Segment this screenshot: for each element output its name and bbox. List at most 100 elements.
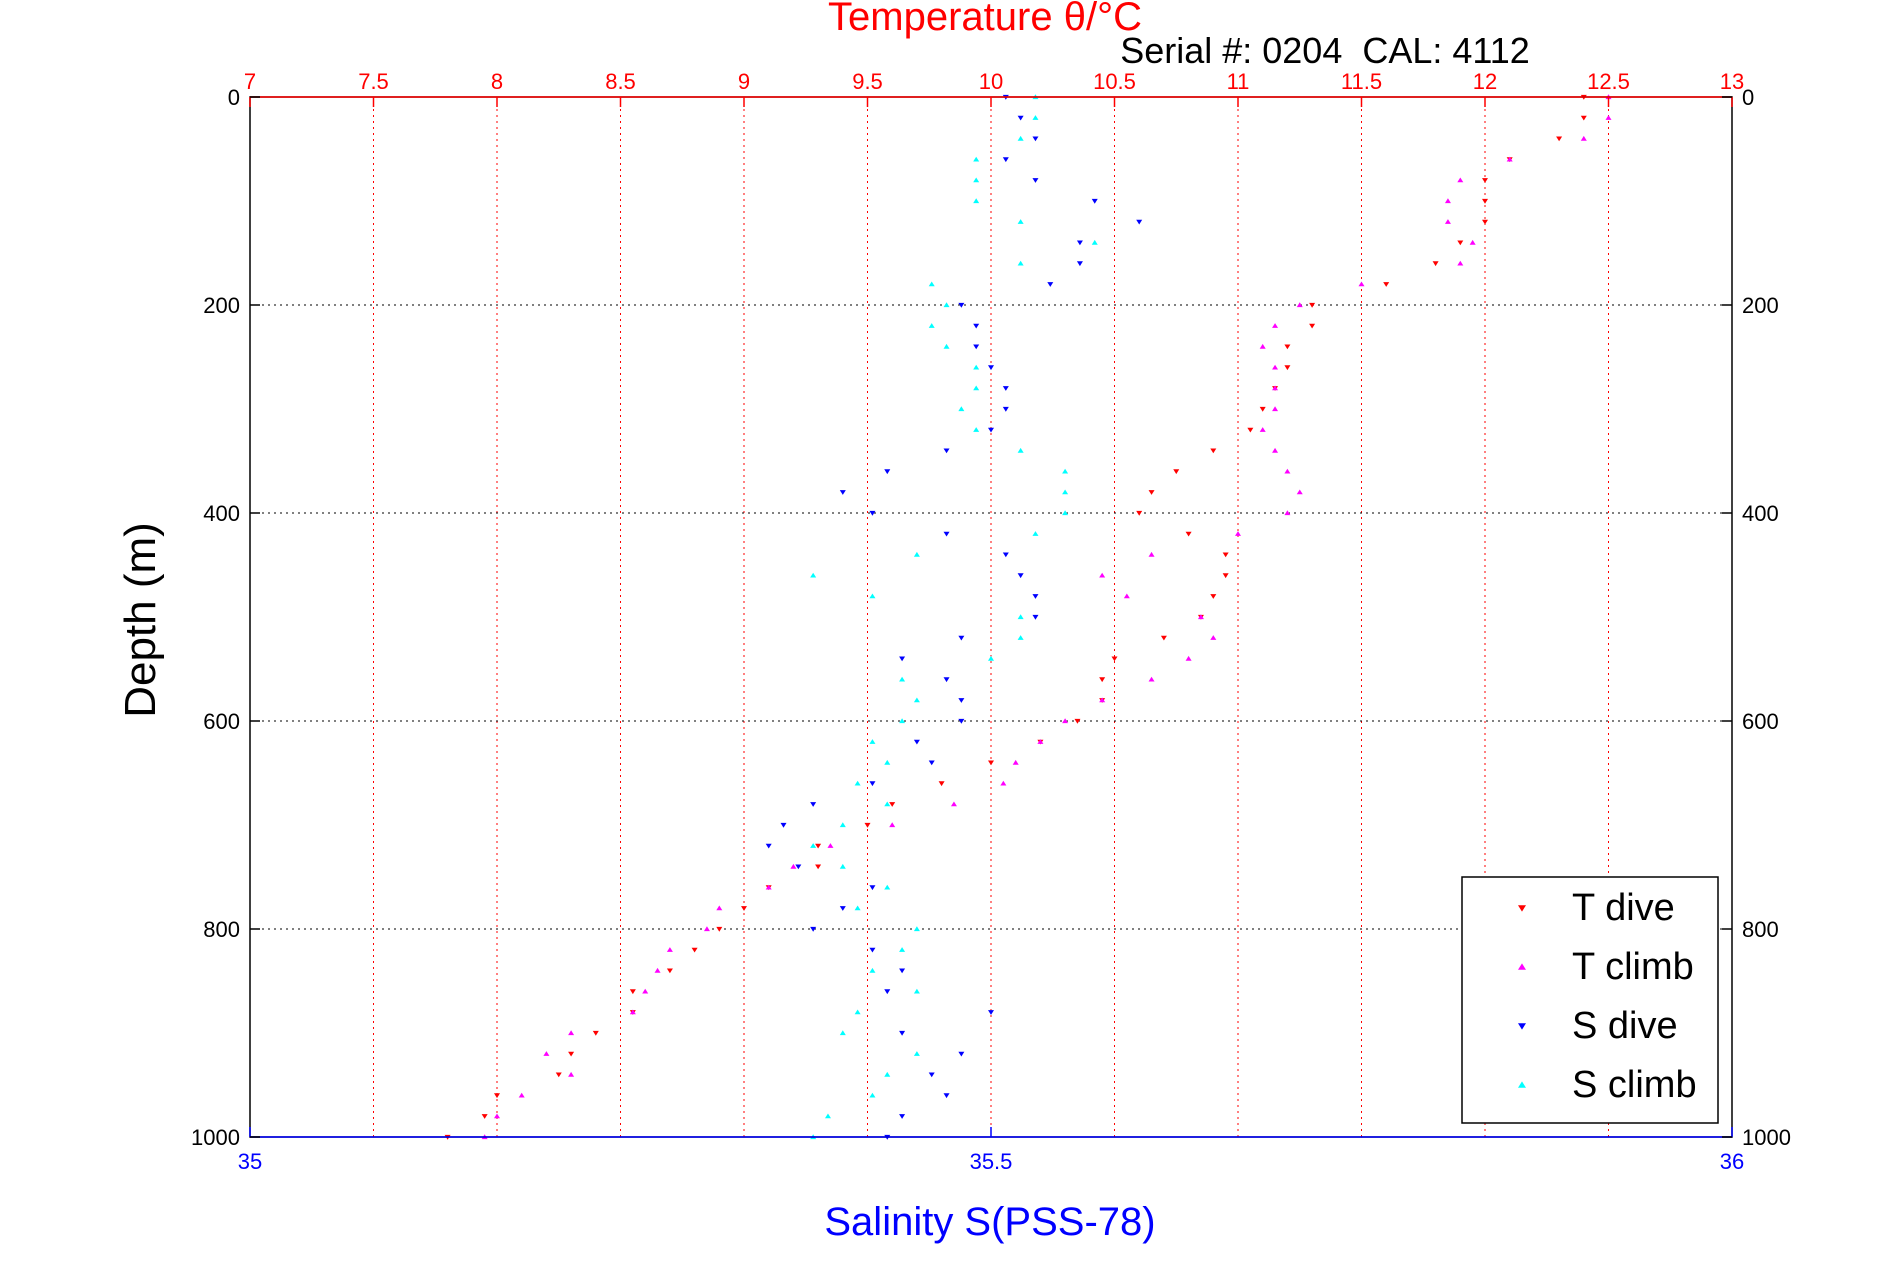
data-point xyxy=(869,510,876,516)
series-t-climb xyxy=(481,94,1612,1140)
data-point xyxy=(1099,677,1106,683)
data-point xyxy=(884,884,891,890)
data-point xyxy=(913,551,920,557)
data-point xyxy=(839,1030,846,1036)
data-point xyxy=(568,1051,575,1057)
temp-tick-label: 7.5 xyxy=(358,69,389,94)
data-point xyxy=(1062,510,1069,516)
data-point xyxy=(1076,240,1083,246)
data-point xyxy=(1259,406,1266,412)
data-point xyxy=(973,177,980,183)
data-point xyxy=(1032,614,1039,620)
data-point xyxy=(928,323,935,328)
data-point xyxy=(592,1030,599,1036)
data-point xyxy=(1012,759,1019,765)
data-point xyxy=(864,822,871,828)
data-point xyxy=(1148,551,1155,557)
data-point xyxy=(1160,635,1167,641)
data-point xyxy=(795,864,802,870)
data-point xyxy=(1284,344,1291,350)
legend-marker xyxy=(1518,963,1526,970)
data-point xyxy=(780,822,787,828)
data-point xyxy=(1580,115,1587,121)
data-point xyxy=(958,1051,965,1057)
data-point xyxy=(629,989,636,995)
data-point xyxy=(1062,489,1069,495)
legend-marker xyxy=(1518,1023,1526,1030)
data-point xyxy=(1002,552,1009,558)
depth-tick-label-right: 200 xyxy=(1742,293,1779,318)
data-point xyxy=(1284,510,1291,516)
temp-tick-label: 11 xyxy=(1227,69,1250,94)
data-point xyxy=(1444,198,1451,204)
data-point xyxy=(938,781,945,787)
data-point xyxy=(1017,635,1024,640)
legend: T dive T climb S dive S climb xyxy=(1461,876,1719,1124)
data-point xyxy=(1062,718,1069,724)
data-point xyxy=(884,469,891,475)
data-point xyxy=(1272,447,1279,453)
data-point xyxy=(1210,594,1217,599)
data-point xyxy=(869,885,876,891)
salinity-tick-label: 35.5 xyxy=(970,1149,1013,1174)
data-point xyxy=(1000,780,1007,786)
data-point xyxy=(1309,323,1316,329)
data-point xyxy=(973,385,980,391)
data-point xyxy=(642,988,649,994)
data-point xyxy=(943,302,950,308)
data-point xyxy=(1047,282,1054,287)
data-point xyxy=(1309,302,1316,308)
data-point xyxy=(869,967,876,973)
data-point xyxy=(1210,635,1217,640)
depth-tick-label: 800 xyxy=(203,917,240,942)
data-point xyxy=(1605,115,1612,120)
data-point xyxy=(1185,655,1192,661)
data-point xyxy=(1235,531,1241,536)
data-point xyxy=(1136,510,1143,516)
data-point xyxy=(943,531,950,537)
data-point xyxy=(765,843,772,849)
data-point xyxy=(869,739,876,744)
data-point xyxy=(899,968,906,974)
legend-label: S climb xyxy=(1572,1064,1697,1106)
data-point xyxy=(988,1010,994,1015)
data-point xyxy=(1272,323,1279,328)
data-point xyxy=(943,448,950,454)
legend-label: T climb xyxy=(1572,946,1694,988)
data-point xyxy=(1111,656,1118,662)
temp-tick-label: 11.5 xyxy=(1341,69,1382,94)
data-point xyxy=(899,1114,906,1119)
data-point xyxy=(765,884,772,890)
salinity-tick-label: 35 xyxy=(238,1149,262,1174)
data-point xyxy=(1197,614,1204,620)
data-point xyxy=(1506,156,1513,162)
legend-marker xyxy=(1518,1081,1526,1088)
data-point xyxy=(1272,406,1279,412)
data-point xyxy=(1032,178,1039,183)
data-point xyxy=(1210,448,1217,454)
data-point xyxy=(913,697,920,703)
data-point xyxy=(1284,468,1291,474)
data-point xyxy=(928,1072,935,1078)
data-point xyxy=(988,365,994,371)
data-point xyxy=(899,656,906,662)
depth-tick-label: 400 xyxy=(203,501,240,526)
data-point xyxy=(1148,490,1155,495)
data-point xyxy=(1383,282,1390,287)
data-point xyxy=(1247,427,1254,433)
data-point xyxy=(1017,260,1024,266)
data-point xyxy=(854,1009,861,1015)
data-point xyxy=(1482,198,1488,204)
data-point xyxy=(1032,115,1039,120)
temp-tick-label: 10 xyxy=(979,69,1003,94)
legend-label: T dive xyxy=(1572,887,1675,929)
data-point xyxy=(869,947,876,953)
data-point xyxy=(943,1093,950,1099)
data-point xyxy=(1482,219,1488,225)
data-point xyxy=(1173,469,1180,475)
data-point xyxy=(839,863,846,869)
data-point xyxy=(950,801,957,807)
data-point xyxy=(1457,177,1464,183)
chart-title: Temperature θ/°C xyxy=(828,0,1142,39)
depth-tick-label-right: 400 xyxy=(1742,501,1779,526)
